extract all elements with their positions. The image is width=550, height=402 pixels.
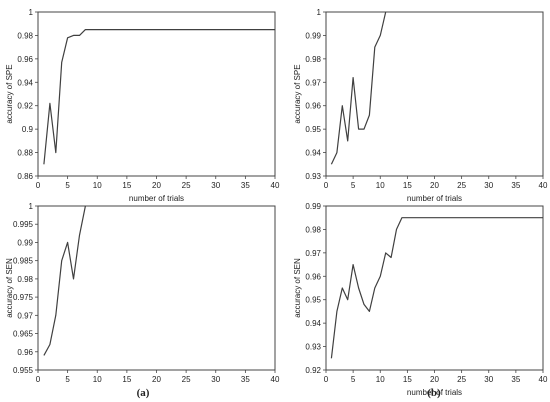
x-tick-label: 35 xyxy=(241,181,250,190)
y-tick-label: 0.96 xyxy=(305,102,321,111)
y-tick-label: 0.975 xyxy=(13,293,34,302)
series-line xyxy=(330,217,543,359)
x-tick-label: 25 xyxy=(457,181,466,190)
x-tick-label: 15 xyxy=(403,181,412,190)
x-tick-label: 10 xyxy=(93,181,102,190)
x-tick-label: 5 xyxy=(65,375,70,384)
plot-frame xyxy=(37,205,276,371)
y-tick-label: 0.96 xyxy=(17,348,33,357)
y-tick-label: 1 xyxy=(317,8,322,17)
x-tick-label: 40 xyxy=(271,375,280,384)
y-tick-label: 0.965 xyxy=(13,330,34,339)
x-tick-label: 20 xyxy=(152,181,161,190)
y-tick-label: 0.98 xyxy=(17,31,33,40)
y-tick-label: 0.92 xyxy=(17,102,33,111)
x-axis-label: number of trials xyxy=(407,194,462,203)
x-tick-label: 15 xyxy=(122,375,131,384)
chart-sen-a: 0 5 10 15 20 25 30 35 40 0.955 0.96 0.965 0.97 0.975 0… xyxy=(5,202,280,384)
chart-spe-b: 0 5 10 15 20 25 30 35 40 0.93 0.94 0.95 0.96 0.97 0.98… xyxy=(293,8,548,203)
x-tick-label: 35 xyxy=(511,181,520,190)
x-tick-label: 15 xyxy=(122,181,131,190)
x-tick-label: 40 xyxy=(271,181,280,190)
x-tick-label: 25 xyxy=(457,375,466,384)
y-tick-label: 0.93 xyxy=(305,172,321,181)
x-tick-label: 30 xyxy=(211,181,220,190)
y-tick-label: 0.985 xyxy=(13,257,34,266)
y-tick-label: 0.99 xyxy=(17,238,33,247)
y-tick-label: 0.94 xyxy=(305,149,321,158)
plot-frame xyxy=(37,11,276,177)
y-tick-label: 0.96 xyxy=(305,272,321,281)
y-axis-label: accuracy of SPE xyxy=(293,64,302,123)
x-tick-label: 0 xyxy=(324,181,329,190)
x-tick-label: 0 xyxy=(324,375,329,384)
x-tick-label: 30 xyxy=(211,375,220,384)
y-tick-label: 0.88 xyxy=(17,149,33,158)
series-line xyxy=(43,205,86,356)
x-tick-label: 10 xyxy=(376,375,385,384)
y-tick-label: 0.98 xyxy=(17,275,33,284)
x-tick-label: 0 xyxy=(36,181,41,190)
panel-label-b: (b) xyxy=(427,387,441,399)
x-tick-label: 0 xyxy=(36,375,41,384)
x-tick-label: 10 xyxy=(93,375,102,384)
x-tick-label: 30 xyxy=(484,375,493,384)
y-tick-label: 0.92 xyxy=(305,366,321,375)
plot-frame xyxy=(325,11,544,177)
y-axis-label: accuracy of SPE xyxy=(5,64,14,123)
y-tick-label: 0.97 xyxy=(305,249,321,258)
y-tick-label: 0.86 xyxy=(17,172,33,181)
chart-sen-b: 0 5 10 15 20 25 30 35 40 0.92 0.93 0.94 0.95 0.96 0.97… xyxy=(293,202,548,397)
y-tick-label: 0.95 xyxy=(305,296,321,305)
x-tick-label: 20 xyxy=(152,375,161,384)
y-tick-label: 1 xyxy=(29,202,34,211)
y-tick-label: 0.97 xyxy=(305,78,321,87)
y-tick-label: 0.98 xyxy=(305,225,321,234)
x-tick-label: 5 xyxy=(65,181,70,190)
y-tick-label: 0.94 xyxy=(17,78,33,87)
y-tick-label: 0.995 xyxy=(13,220,34,229)
y-tick-label: 1 xyxy=(29,8,34,17)
x-tick-label: 15 xyxy=(403,375,412,384)
x-tick-label: 20 xyxy=(430,375,439,384)
x-tick-label: 40 xyxy=(539,181,548,190)
series-line xyxy=(330,11,387,165)
series-line xyxy=(43,29,275,165)
y-tick-label: 0.955 xyxy=(13,366,34,375)
x-tick-label: 35 xyxy=(241,375,250,384)
x-tick-label: 25 xyxy=(182,181,191,190)
x-tick-label: 25 xyxy=(182,375,191,384)
panel-label-a: (a) xyxy=(137,387,150,399)
y-tick-label: 0.97 xyxy=(17,311,33,320)
x-tick-label: 30 xyxy=(484,181,493,190)
x-axis-label: number of trials xyxy=(129,194,184,203)
y-tick-label: 0.95 xyxy=(305,125,321,134)
x-tick-label: 5 xyxy=(351,181,356,190)
x-axis-label: number of trials xyxy=(407,388,462,397)
y-tick-label: 0.99 xyxy=(305,31,321,40)
x-tick-label: 20 xyxy=(430,181,439,190)
y-tick-label: 0.99 xyxy=(305,202,321,211)
chart-spe-a: 0 5 10 15 20 25 30 35 40 0.86 0.88 0.9 0.92 0.94 0.96 0… xyxy=(5,8,280,203)
y-tick-label: 0.96 xyxy=(17,55,33,64)
x-tick-label: 10 xyxy=(376,181,385,190)
y-axis-label: accuracy of SEN xyxy=(5,258,14,318)
y-tick-label: 0.98 xyxy=(305,55,321,64)
x-tick-label: 35 xyxy=(511,375,520,384)
y-tick-label: 0.9 xyxy=(22,125,34,134)
x-tick-label: 40 xyxy=(539,375,548,384)
x-tick-label: 5 xyxy=(351,375,356,384)
y-tick-label: 0.93 xyxy=(305,343,321,352)
y-axis-label: accuracy of SEN xyxy=(293,258,302,318)
y-tick-label: 0.94 xyxy=(305,319,321,328)
